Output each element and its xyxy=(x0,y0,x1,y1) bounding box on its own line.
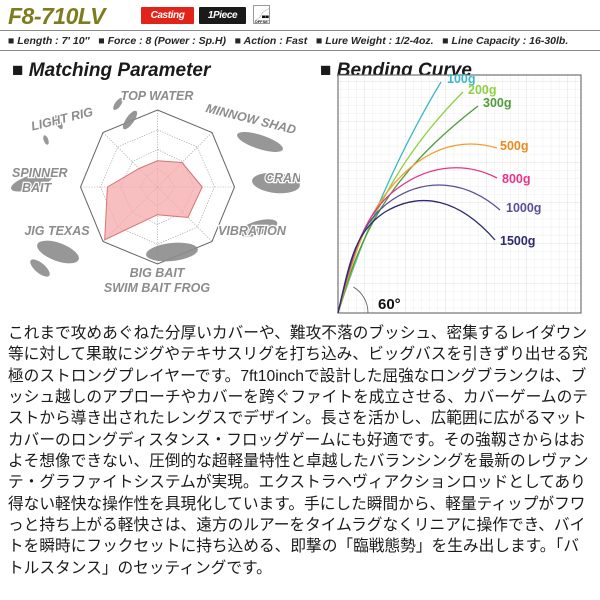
svg-text:60°: 60° xyxy=(378,296,401,313)
svg-text:300g: 300g xyxy=(483,96,512,110)
svg-text:800g: 800g xyxy=(502,172,531,186)
svg-text:1500g: 1500g xyxy=(500,234,535,248)
svg-text:1000g: 1000g xyxy=(506,201,541,215)
svg-text:500g: 500g xyxy=(500,139,529,153)
svg-text:200g: 200g xyxy=(468,83,497,97)
